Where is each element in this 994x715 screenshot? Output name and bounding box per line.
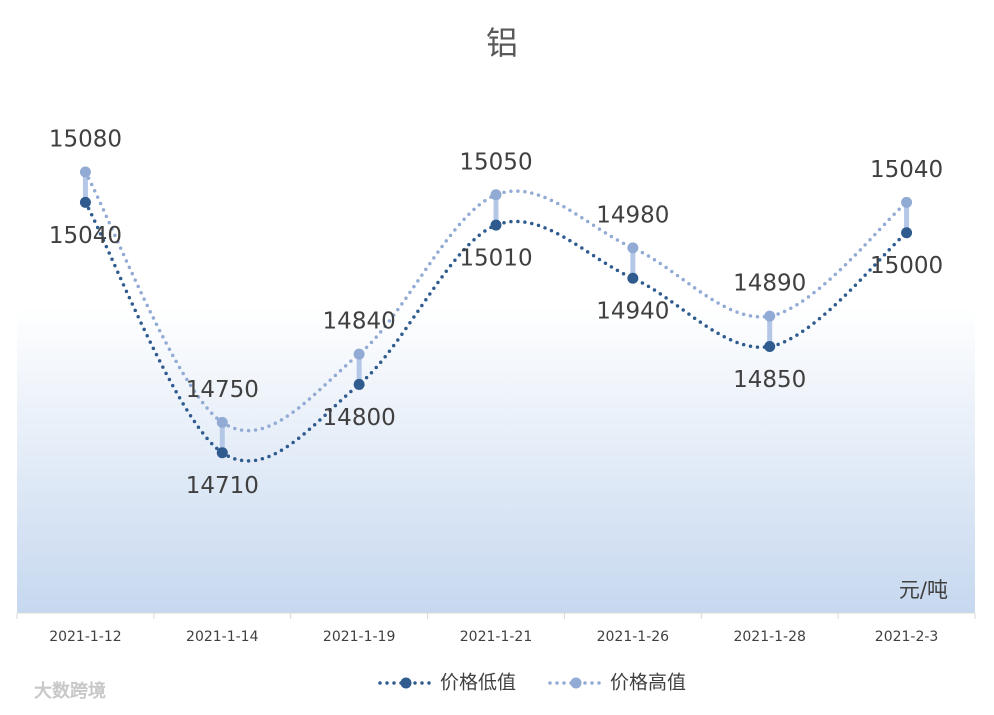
unit-label: 元/吨 — [899, 578, 948, 602]
marker — [216, 447, 228, 459]
marker — [764, 341, 776, 352]
marker — [353, 378, 365, 390]
data-label: 15040 — [49, 223, 122, 249]
marker — [79, 196, 91, 208]
legend-label: 价格高值 — [610, 672, 686, 694]
data-label: 14850 — [733, 367, 806, 393]
legend-label: 价格低值 — [440, 672, 516, 694]
x-tick-label: 2021-1-12 — [49, 629, 121, 645]
marker — [353, 348, 365, 360]
x-tick-label: 2021-1-14 — [186, 629, 259, 645]
data-label: 14890 — [733, 271, 806, 297]
data-label: 15080 — [49, 127, 122, 153]
marker — [627, 242, 639, 254]
data-label: 15040 — [870, 157, 943, 183]
x-tick-label: 2021-1-26 — [597, 629, 670, 645]
marker — [627, 272, 639, 284]
x-tick-label: 2021-1-19 — [323, 629, 395, 645]
plot-background — [17, 230, 975, 613]
x-tick-label: 2021-2-3 — [875, 629, 939, 645]
x-tick-label: 2021-1-28 — [733, 629, 805, 645]
legend-marker — [400, 677, 412, 689]
legend-marker — [570, 677, 582, 689]
series-line — [83, 170, 909, 433]
data-label: 15010 — [459, 246, 532, 272]
data-label: 14840 — [323, 309, 396, 335]
watermark: 大数跨境 — [34, 680, 106, 702]
data-label: 14800 — [323, 405, 396, 431]
data-label: 14980 — [596, 202, 669, 228]
data-label: 15000 — [870, 253, 943, 279]
data-label: 14750 — [186, 377, 259, 403]
chart-title: 铝 — [486, 24, 518, 62]
marker — [490, 189, 502, 201]
marker — [216, 416, 228, 428]
data-label: 15050 — [459, 149, 532, 175]
marker — [490, 219, 502, 231]
data-label: 14710 — [186, 473, 259, 499]
marker — [901, 227, 913, 239]
marker — [79, 166, 91, 178]
data-label: 14940 — [596, 299, 669, 325]
marker — [764, 310, 776, 322]
series-line — [83, 200, 909, 463]
marker — [901, 196, 913, 208]
x-tick-label: 2021-1-21 — [460, 629, 532, 645]
